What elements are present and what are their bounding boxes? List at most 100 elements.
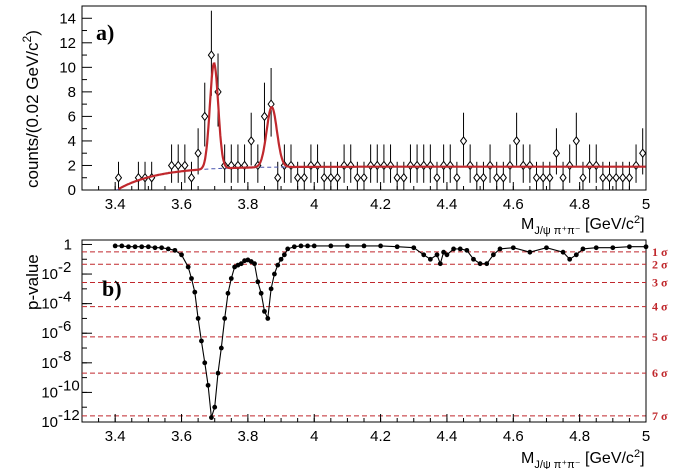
data-point xyxy=(546,172,554,183)
p-value-point xyxy=(451,246,456,252)
data-point xyxy=(639,148,647,159)
total-fit-curve xyxy=(118,62,646,191)
data-point xyxy=(207,50,216,60)
data-point xyxy=(552,148,561,159)
data-point xyxy=(493,172,501,183)
panel-b-y-tick-exponent: -4 xyxy=(58,289,71,306)
p-value-point xyxy=(255,279,261,285)
p-value-point xyxy=(139,244,145,250)
p-value-point xyxy=(560,249,566,255)
data-point xyxy=(519,160,527,171)
data-point xyxy=(439,160,448,171)
panel-b-y-tick-exponent: -12 xyxy=(58,407,80,424)
p-value-point xyxy=(179,252,184,258)
panel-b-x-tick-label: 4.2 xyxy=(370,428,391,445)
panel-a-y-tick-label: 10 xyxy=(59,59,76,76)
data-point xyxy=(287,160,295,171)
data-point xyxy=(247,136,255,146)
data-point xyxy=(566,160,574,171)
panel-b-x-tick-label: 3.6 xyxy=(171,428,192,445)
p-value-point xyxy=(281,252,287,258)
data-point xyxy=(486,160,494,171)
data-point xyxy=(499,172,507,183)
p-value-point xyxy=(464,247,470,253)
panel-a-x-tick-label: 4.6 xyxy=(503,196,524,213)
p-value-point xyxy=(610,245,616,251)
p-value-point xyxy=(225,290,231,296)
p-value-point xyxy=(252,261,257,267)
data-point xyxy=(512,136,521,146)
p-value-point xyxy=(268,286,274,292)
panel-a-y-tick-label: 2 xyxy=(68,157,76,174)
data-point xyxy=(619,172,627,183)
p-value-point xyxy=(132,244,138,250)
p-value-point xyxy=(272,271,277,277)
panel-a-x-tick-label: 4 xyxy=(310,196,318,213)
data-point xyxy=(194,148,202,159)
panel-b-x-axis-label: MJ/ψ π⁺π⁻ [GeV/c2] xyxy=(521,448,645,469)
p-value-point xyxy=(208,415,214,420)
sigma-label: 5 σ xyxy=(652,330,668,344)
p-value-point xyxy=(159,245,165,251)
data-point xyxy=(167,160,176,171)
p-value-point xyxy=(202,360,208,366)
data-point xyxy=(605,172,614,183)
panel-b-y-tick-label: 10 xyxy=(41,325,58,342)
data-point xyxy=(453,172,461,183)
sigma-label: 6 σ xyxy=(652,366,668,380)
p-value-point xyxy=(189,276,194,281)
p-value-point xyxy=(345,243,350,249)
data-point xyxy=(380,160,388,171)
panel-a-x-tick-label: 4.2 xyxy=(370,196,391,213)
data-point xyxy=(260,111,269,122)
p-value-point xyxy=(471,256,476,262)
data-point xyxy=(347,160,355,171)
panel-b-frame xyxy=(81,239,647,423)
sigma-label: 3 σ xyxy=(652,275,668,289)
p-value-point xyxy=(185,264,191,270)
data-point xyxy=(539,172,547,183)
panel-b-y-tick-exponent: -6 xyxy=(58,318,71,335)
panel-a-x-tick-label: 4.8 xyxy=(569,196,590,213)
p-value-point xyxy=(126,244,131,250)
panel-a-y-tick-label: 0 xyxy=(68,182,76,199)
p-value-point xyxy=(275,262,281,268)
p-value-point xyxy=(145,244,151,250)
panel-b-x-tick-label: 3.4 xyxy=(105,428,126,445)
panel-b-y-tick-label: 10 xyxy=(41,266,58,283)
data-point xyxy=(307,160,315,171)
panel-b-y-tick-label: 10 xyxy=(41,296,58,313)
p-value-point xyxy=(305,243,310,249)
panel-b-y-tick-label: 1 xyxy=(64,236,72,253)
p-value-point xyxy=(265,316,271,321)
data-point xyxy=(466,160,474,171)
data-point xyxy=(201,111,209,122)
p-value-point xyxy=(444,252,450,258)
data-point xyxy=(393,172,401,183)
data-point xyxy=(473,172,481,183)
panel-b-y-tick-exponent: -10 xyxy=(58,377,80,394)
p-value-point xyxy=(484,261,490,267)
p-value-point xyxy=(285,246,291,252)
panel-a-y-tick-label: 8 xyxy=(68,84,76,101)
panel-a: 0 2 4 6 8 10 12 14 3.4 3.6 3.8 4 4.2 4.4 4.6 4.8 5 a) c… xyxy=(20,5,650,237)
panel-a-x-tick-label: 3.6 xyxy=(171,196,192,213)
data-point xyxy=(406,160,415,171)
data-point xyxy=(114,172,123,183)
data-point xyxy=(526,160,534,171)
panel-b-x-tick-label: 4.8 xyxy=(569,428,590,445)
p-value-point xyxy=(291,244,297,250)
panel-a-y-tick-label: 6 xyxy=(68,108,76,125)
sigma-label: 1 σ xyxy=(652,245,668,259)
data-point xyxy=(360,172,368,183)
panel-b-y-tick-label: 10 xyxy=(41,414,58,431)
panel-a-x-axis-label: MJ/ψ π⁺π⁻ [GeV/c2] xyxy=(521,214,645,237)
data-point xyxy=(300,172,308,183)
p-value-point xyxy=(490,252,496,258)
data-point xyxy=(426,160,434,171)
panel-b-y-tick-label: 10 xyxy=(41,355,58,372)
p-value-point xyxy=(437,261,443,267)
panel-b: 1 σ2 σ3 σ4 σ5 σ6 σ7 σ 110 -210 -410 -610 -81… xyxy=(23,236,668,469)
p-value-point xyxy=(421,252,427,258)
p-value-point xyxy=(215,370,221,376)
